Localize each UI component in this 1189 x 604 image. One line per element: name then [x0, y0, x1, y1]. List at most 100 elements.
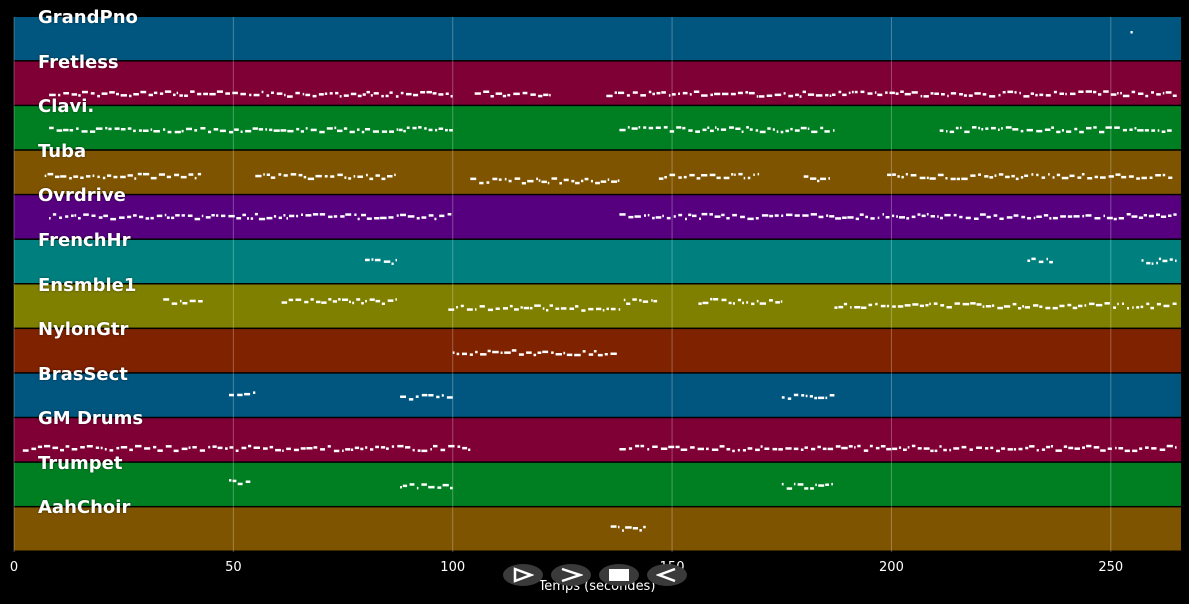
note	[430, 448, 432, 451]
note	[345, 213, 352, 216]
note	[349, 300, 351, 304]
note	[863, 449, 869, 452]
note	[175, 214, 180, 217]
note	[1013, 448, 1017, 451]
note	[307, 177, 315, 181]
note	[964, 130, 970, 134]
note	[648, 90, 652, 94]
note	[940, 216, 943, 220]
track-name: Fretless	[38, 51, 119, 73]
note	[892, 173, 896, 176]
note	[1081, 173, 1085, 176]
note	[774, 214, 779, 217]
note	[960, 126, 962, 130]
note	[1053, 90, 1057, 94]
note	[335, 91, 339, 95]
note	[689, 93, 692, 96]
note	[747, 447, 753, 450]
note	[200, 127, 206, 130]
note	[1027, 259, 1031, 262]
play-button[interactable]	[503, 564, 543, 586]
note	[275, 448, 281, 452]
note	[490, 95, 494, 98]
note	[127, 127, 132, 130]
note	[610, 525, 617, 528]
note	[374, 217, 380, 220]
note	[939, 129, 944, 132]
note	[306, 447, 313, 450]
x-tick-label: 50	[225, 560, 242, 575]
note	[759, 302, 766, 305]
note	[354, 446, 360, 450]
note	[780, 300, 783, 303]
note	[781, 396, 785, 399]
note	[201, 214, 204, 218]
note	[102, 176, 106, 180]
note	[709, 173, 716, 177]
note	[63, 128, 69, 132]
note	[745, 91, 749, 94]
note	[188, 173, 194, 176]
forward-button[interactable]	[551, 564, 591, 586]
note	[301, 213, 303, 216]
note	[194, 217, 201, 221]
rewind-button[interactable]	[647, 564, 687, 586]
note	[1015, 177, 1019, 181]
note	[1137, 129, 1144, 132]
note	[1045, 306, 1051, 310]
note	[838, 90, 842, 94]
note	[1067, 303, 1072, 307]
note	[926, 176, 929, 180]
note	[682, 91, 688, 95]
note	[474, 92, 481, 95]
note	[357, 128, 360, 131]
note	[1117, 92, 1119, 95]
track-lane	[14, 462, 1181, 506]
note	[283, 174, 288, 177]
note	[797, 483, 804, 486]
x-tick-label: 200	[879, 560, 904, 575]
note	[417, 449, 421, 452]
note	[58, 93, 61, 97]
note	[375, 174, 380, 177]
note	[349, 130, 355, 134]
note	[982, 93, 987, 96]
note	[1086, 126, 1092, 130]
note	[353, 175, 356, 178]
note	[860, 90, 865, 94]
note	[788, 94, 794, 98]
note	[188, 446, 191, 449]
note	[250, 217, 254, 220]
note	[433, 444, 438, 448]
note	[263, 173, 265, 176]
note	[529, 306, 533, 310]
note	[825, 396, 828, 400]
note	[758, 95, 765, 98]
note	[901, 175, 904, 179]
note	[406, 92, 412, 96]
note	[974, 217, 979, 220]
note	[625, 526, 632, 529]
note	[1085, 90, 1092, 93]
note	[110, 217, 116, 221]
note	[1122, 302, 1124, 305]
note	[337, 173, 343, 177]
note	[809, 395, 813, 398]
note	[1129, 128, 1133, 131]
note	[551, 177, 558, 180]
note	[240, 92, 246, 96]
note	[446, 396, 453, 399]
note	[492, 177, 498, 181]
note	[400, 91, 404, 95]
note	[803, 175, 809, 178]
note	[1033, 216, 1036, 220]
note	[653, 299, 658, 303]
x-tick-label: 100	[440, 560, 466, 575]
note	[1117, 302, 1119, 306]
note	[584, 177, 589, 181]
stop-button[interactable]	[599, 564, 639, 586]
note	[926, 213, 929, 216]
note	[80, 446, 85, 449]
note	[880, 445, 886, 448]
note	[563, 351, 566, 355]
